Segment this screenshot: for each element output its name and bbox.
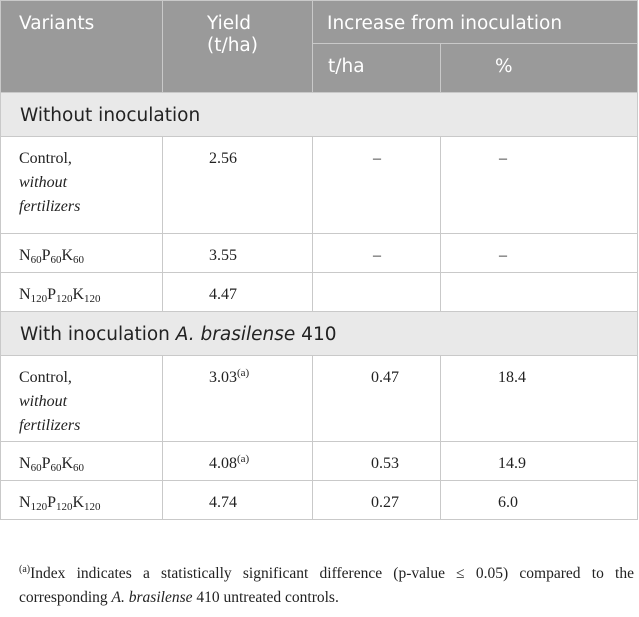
- npk-n-sub: 60: [30, 254, 42, 266]
- npk-n-sub: 120: [30, 501, 48, 513]
- table-subheader-row: t/ha %: [1, 43, 639, 93]
- variant-npk120: N120P120K120: [0, 480, 163, 520]
- yield-table: Variants Yield (t/ha) Increase from inoc…: [0, 0, 639, 520]
- npk-n: N: [19, 247, 31, 264]
- yield-value: 4.08(a): [162, 441, 313, 481]
- header-unit-tha: t/ha: [312, 43, 441, 93]
- table-row: N60P60K60 4.08(a) 0.53 14.9: [0, 441, 639, 481]
- npk-p-sub: 120: [55, 293, 73, 305]
- increase-pct-value: [439, 272, 639, 312]
- increase-tha-value: –: [312, 233, 441, 273]
- yield-value: 4.74: [162, 480, 313, 520]
- variant-npk60: N60P60K60: [0, 441, 163, 481]
- significance-mark: (a): [237, 367, 250, 379]
- table-row: N60P60K60 3.55 – –: [0, 233, 639, 273]
- results-table-container: Variants Yield (t/ha) Increase from inoc…: [0, 0, 639, 520]
- yield-value: 4.47: [162, 272, 313, 312]
- footnote-text-after: 410 untreated controls.: [196, 589, 339, 606]
- npk-k: K: [72, 286, 85, 303]
- table-row: Control, without fertilizers 3.03(a) 0.4…: [0, 355, 639, 442]
- yield-number: 4.08: [209, 455, 237, 472]
- table-footnote: (a)Index indicates a statistically signi…: [19, 562, 634, 610]
- variant-control-line1: Control,: [19, 150, 72, 167]
- increase-pct-value: 14.9: [439, 441, 639, 481]
- npk-k-sub: 60: [73, 462, 85, 474]
- variant-npk60: N60P60K60: [0, 233, 163, 273]
- npk-n-sub: 60: [30, 462, 42, 474]
- npk-n: N: [19, 494, 31, 511]
- increase-tha-value: 0.53: [312, 441, 441, 481]
- increase-pct-value: –: [439, 233, 639, 273]
- npk-k-sub: 60: [73, 254, 85, 266]
- variant-npk120: N120P120K120: [0, 272, 163, 312]
- yield-value: 3.03(a): [162, 355, 313, 442]
- section-with-prefix: With inoculation: [20, 324, 170, 345]
- npk-k-sub: 120: [84, 293, 101, 305]
- section-with-strain: 410: [301, 324, 337, 345]
- section-row-without: Without inoculation: [0, 92, 639, 137]
- npk-k: K: [61, 247, 74, 264]
- increase-pct-value: –: [439, 136, 639, 234]
- npk-p: P: [47, 286, 56, 303]
- footnote-mark: (a): [19, 564, 31, 575]
- yield-number: 3.03: [209, 369, 237, 386]
- table-header-row: Variants Yield (t/ha) Increase from inoc…: [0, 0, 639, 93]
- increase-pct-value: 18.4: [439, 355, 639, 442]
- table-row: Control, without fertilizers 2.56 – –: [0, 136, 639, 234]
- npk-p-sub: 120: [55, 501, 73, 513]
- header-unit-pct: %: [439, 43, 639, 93]
- significance-mark: (a): [237, 453, 250, 465]
- variant-control-line2: without: [19, 174, 68, 191]
- table-row: N120P120K120 4.47: [0, 272, 639, 312]
- variant-control-line1: Control,: [19, 369, 72, 386]
- header-increase: Increase from inoculation: [311, 0, 639, 44]
- npk-p: P: [47, 494, 56, 511]
- increase-tha-value: –: [312, 136, 441, 234]
- yield-value: 2.56: [162, 136, 313, 234]
- variant-control-line3: fertilizers: [19, 417, 81, 434]
- section-without-inoculation: Without inoculation: [0, 92, 639, 137]
- npk-k: K: [72, 494, 85, 511]
- increase-tha-value: [312, 272, 441, 312]
- header-variants: Variants: [0, 0, 163, 93]
- npk-p: P: [41, 455, 51, 472]
- variant-control-line3: fertilizers: [19, 198, 81, 215]
- npk-p-sub: 60: [50, 254, 62, 266]
- yield-value: 3.55: [162, 233, 313, 273]
- npk-k: K: [61, 455, 74, 472]
- npk-n: N: [19, 286, 31, 303]
- variant-control: Control, without fertilizers: [0, 136, 163, 234]
- table-row: N120P120K120 4.74 0.27 6.0: [0, 480, 639, 520]
- npk-n: N: [19, 455, 31, 472]
- increase-tha-value: 0.27: [312, 480, 441, 520]
- header-yield: Yield (t/ha): [162, 0, 313, 93]
- variant-control: Control, without fertilizers: [0, 355, 163, 442]
- increase-pct-value: 6.0: [439, 480, 639, 520]
- npk-p-sub: 60: [50, 462, 62, 474]
- header-yield-text: Yield (t/ha): [207, 13, 258, 56]
- footnote-text-before: Index indicates a statistically signific…: [19, 565, 634, 606]
- npk-n-sub: 120: [30, 293, 48, 305]
- npk-p: P: [41, 247, 51, 264]
- variant-control-line2: without: [19, 393, 68, 410]
- footnote-species: A. brasilense: [111, 589, 193, 606]
- increase-tha-value: 0.47: [312, 355, 441, 442]
- npk-k-sub: 120: [84, 501, 101, 513]
- section-with-species: A. brasilense: [175, 324, 296, 345]
- section-row-with: With inoculation A. brasilense 410: [0, 311, 639, 356]
- section-with-inoculation: With inoculation A. brasilense 410: [0, 311, 639, 356]
